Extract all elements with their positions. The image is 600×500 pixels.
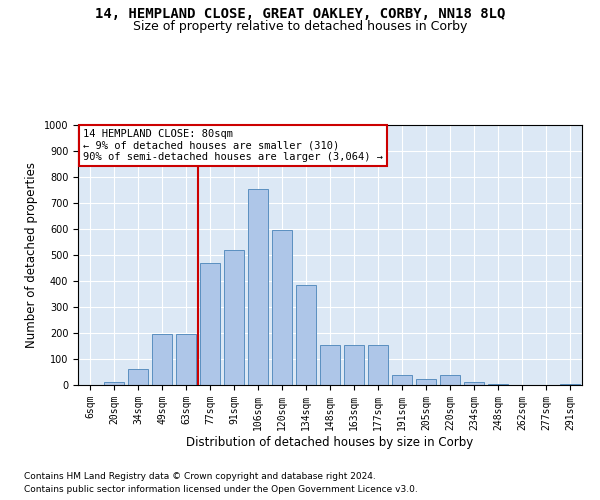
Y-axis label: Number of detached properties: Number of detached properties <box>25 162 38 348</box>
Text: Contains HM Land Registry data © Crown copyright and database right 2024.: Contains HM Land Registry data © Crown c… <box>24 472 376 481</box>
Bar <box>320 344 340 385</box>
Bar <box>128 370 148 385</box>
Bar <box>272 230 292 385</box>
Text: Contains public sector information licensed under the Open Government Licence v3: Contains public sector information licen… <box>24 485 418 494</box>
Bar <box>248 188 268 385</box>
Bar <box>296 285 316 385</box>
Bar <box>200 263 220 385</box>
Bar <box>392 376 412 385</box>
Bar <box>560 384 580 385</box>
Bar <box>368 344 388 385</box>
Bar <box>104 382 124 385</box>
Bar <box>416 380 436 385</box>
Bar <box>488 384 508 385</box>
Bar <box>224 250 244 385</box>
Text: Size of property relative to detached houses in Corby: Size of property relative to detached ho… <box>133 20 467 33</box>
X-axis label: Distribution of detached houses by size in Corby: Distribution of detached houses by size … <box>187 436 473 448</box>
Bar <box>440 374 460 385</box>
Bar <box>344 344 364 385</box>
Text: 14, HEMPLAND CLOSE, GREAT OAKLEY, CORBY, NN18 8LQ: 14, HEMPLAND CLOSE, GREAT OAKLEY, CORBY,… <box>95 8 505 22</box>
Bar <box>152 334 172 385</box>
Bar <box>464 382 484 385</box>
Text: 14 HEMPLAND CLOSE: 80sqm
← 9% of detached houses are smaller (310)
90% of semi-d: 14 HEMPLAND CLOSE: 80sqm ← 9% of detache… <box>83 129 383 162</box>
Bar <box>176 334 196 385</box>
